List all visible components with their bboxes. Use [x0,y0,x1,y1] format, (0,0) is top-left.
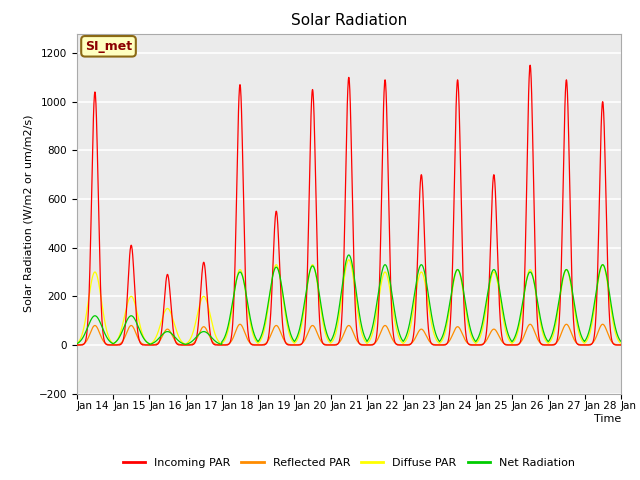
Reflected PAR [584,342,591,348]
Reflected PAR [365,342,372,348]
Text: SI_met: SI_met [85,40,132,53]
Title: Solar Radiation: Solar Radiation [291,13,407,28]
Diffuse PAR [365,339,372,345]
Reflected PAR [225,341,232,347]
Net Radiation [569,292,577,298]
Legend: Incoming PAR, Reflected PAR, Diffuse PAR, Net Radiation: Incoming PAR, Reflected PAR, Diffuse PAR… [118,453,579,472]
Reflected PAR [73,342,81,348]
Reflected PAR [236,322,244,327]
Reflected PAR [617,342,625,348]
Diffuse PAR [145,341,153,347]
Line: Diffuse PAR: Diffuse PAR [77,260,621,344]
Net Radiation [225,321,232,326]
Incoming PAR [617,342,625,348]
Incoming PAR [376,262,384,267]
Reflected PAR [376,330,384,336]
X-axis label: Time: Time [593,414,621,424]
Diffuse PAR [507,340,515,346]
Net Radiation [365,336,372,342]
Incoming PAR [584,342,591,348]
Diffuse PAR [225,325,232,331]
Reflected PAR [507,342,515,348]
Diffuse PAR [584,336,592,341]
Incoming PAR [507,342,515,348]
Diffuse PAR [377,285,385,290]
Net Radiation [617,338,625,344]
Line: Reflected PAR: Reflected PAR [77,324,621,345]
Incoming PAR [73,342,81,348]
Line: Incoming PAR: Incoming PAR [77,65,621,345]
Incoming PAR [364,342,372,348]
Incoming PAR [569,301,577,307]
Net Radiation [584,332,592,337]
Diffuse PAR [569,297,577,302]
Net Radiation [73,341,81,347]
Net Radiation [507,337,515,343]
Incoming PAR [526,62,534,68]
Diffuse PAR [617,340,625,346]
Net Radiation [345,252,353,258]
Net Radiation [377,276,385,282]
Incoming PAR [225,342,232,348]
Reflected PAR [569,334,577,339]
Y-axis label: Solar Radiation (W/m2 or um/m2/s): Solar Radiation (W/m2 or um/m2/s) [23,115,33,312]
Line: Net Radiation: Net Radiation [77,255,621,344]
Net Radiation [145,341,153,347]
Diffuse PAR [73,340,81,346]
Diffuse PAR [345,257,353,263]
